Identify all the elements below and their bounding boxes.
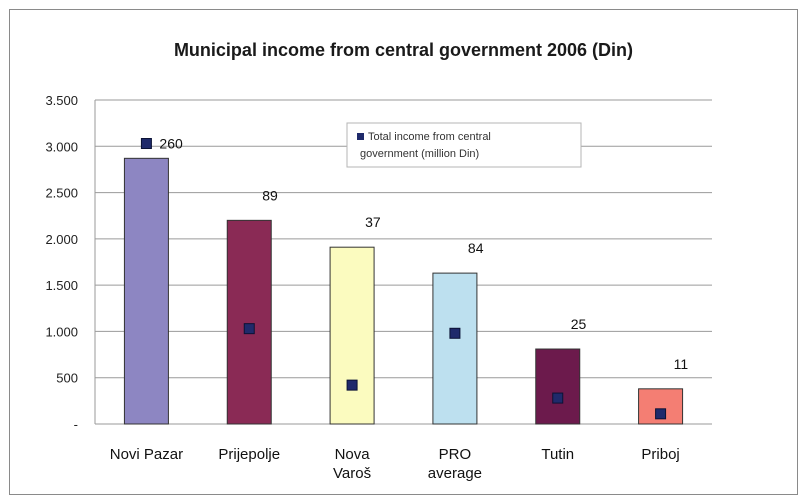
data-point — [243, 323, 255, 335]
data-point — [449, 327, 461, 339]
y-tick-label: 1.500 — [45, 278, 78, 293]
data-label: 37 — [365, 214, 381, 230]
x-tick-label: Tutin — [541, 446, 574, 463]
y-tick-label: 500 — [56, 371, 78, 386]
legend-box — [346, 122, 582, 168]
x-tick-label: Novi Pazar — [110, 446, 183, 463]
bar — [226, 219, 272, 425]
chart-title: Municipal income from central government… — [173, 40, 634, 60]
x-tick-label: average — [428, 465, 482, 482]
y-tick-label: 1.000 — [45, 324, 78, 339]
data-label: 260 — [159, 136, 183, 152]
x-tick-label: Priboj — [641, 446, 679, 463]
y-tick-label: 3.000 — [45, 139, 78, 154]
data-label: 84 — [468, 240, 484, 256]
data-label: 89 — [262, 187, 278, 203]
legend-marker — [357, 133, 364, 140]
y-tick-label: 2.000 — [45, 232, 78, 247]
legend-label: government (million Din) — [360, 148, 479, 160]
bar — [329, 246, 375, 425]
legend-label: Total income from central — [368, 131, 491, 143]
data-label: 11 — [674, 356, 689, 372]
data-point — [140, 138, 152, 150]
y-tick-label: 3.500 — [45, 93, 78, 108]
data-label: 25 — [571, 316, 587, 332]
x-tick-label: PRO — [439, 446, 472, 463]
data-point — [346, 379, 358, 391]
data-point — [552, 392, 564, 404]
x-tick-label: Nova — [335, 446, 371, 463]
bar — [432, 272, 478, 425]
x-tick-label: Prijepolje — [218, 446, 280, 463]
data-point — [655, 408, 667, 420]
bar — [535, 348, 581, 425]
bar — [123, 157, 169, 425]
y-tick-label: 2.500 — [45, 186, 78, 201]
y-tick-label: - — [74, 417, 78, 432]
x-tick-label: Varoš — [333, 465, 371, 482]
